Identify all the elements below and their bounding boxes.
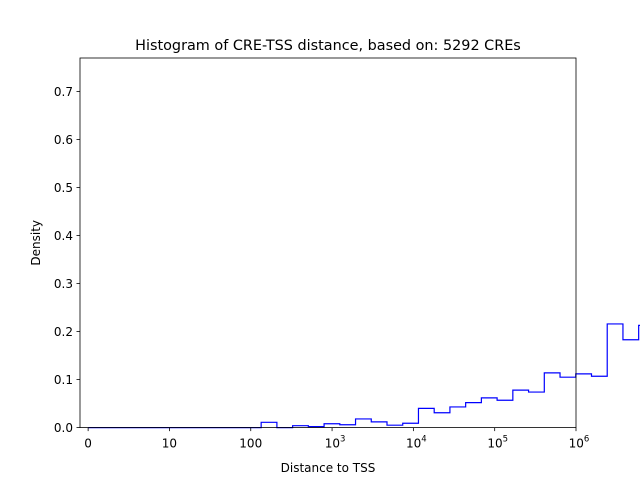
- y-tick-label: 0.5: [54, 181, 73, 195]
- x-tick-label-exponent: 6: [584, 435, 589, 445]
- x-tick-label: 100: [239, 437, 262, 451]
- x-tick-label: 105: [487, 435, 508, 451]
- x-tick-label-exponent: 5: [503, 435, 508, 445]
- x-tick-label-base: 10: [406, 437, 421, 451]
- y-axis: 0.0 0.1 0.2 0.3 0.4 0.5 0.6 0.7: [54, 85, 80, 435]
- x-tick-label-exponent: 3: [340, 435, 345, 445]
- x-tick-label: 0: [84, 437, 92, 451]
- y-axis-label: Density: [29, 220, 43, 266]
- x-tick-label: 103: [325, 435, 346, 451]
- y-tick-label: 0.7: [54, 85, 73, 99]
- x-tick-label: 104: [406, 435, 427, 451]
- x-axis: 0 10 100 103 104 105 106: [84, 427, 590, 451]
- x-axis-label: Distance to TSS: [281, 461, 376, 475]
- y-tick-label: 0.6: [54, 133, 73, 147]
- y-tick-label: 0.3: [54, 277, 73, 291]
- plot-background: [80, 58, 576, 428]
- x-tick-label-exponent: 4: [421, 435, 426, 445]
- x-tick-label-base: 10: [487, 437, 502, 451]
- x-tick-label: 106: [569, 435, 590, 451]
- histogram-step-line: [88, 323, 640, 429]
- y-tick-label: 0.2: [54, 325, 73, 339]
- y-tick-label: 0.1: [54, 373, 73, 387]
- y-tick-label: 0.0: [54, 421, 73, 435]
- plot-area: [79, 57, 640, 429]
- x-tick-label-base: 10: [325, 437, 340, 451]
- chart-title: Histogram of CRE-TSS distance, based on:…: [135, 38, 521, 54]
- y-tick-label: 0.4: [54, 229, 73, 243]
- plot-frame: [79, 57, 577, 429]
- x-tick-label-base: 10: [569, 437, 584, 451]
- x-tick-label: 10: [162, 437, 177, 451]
